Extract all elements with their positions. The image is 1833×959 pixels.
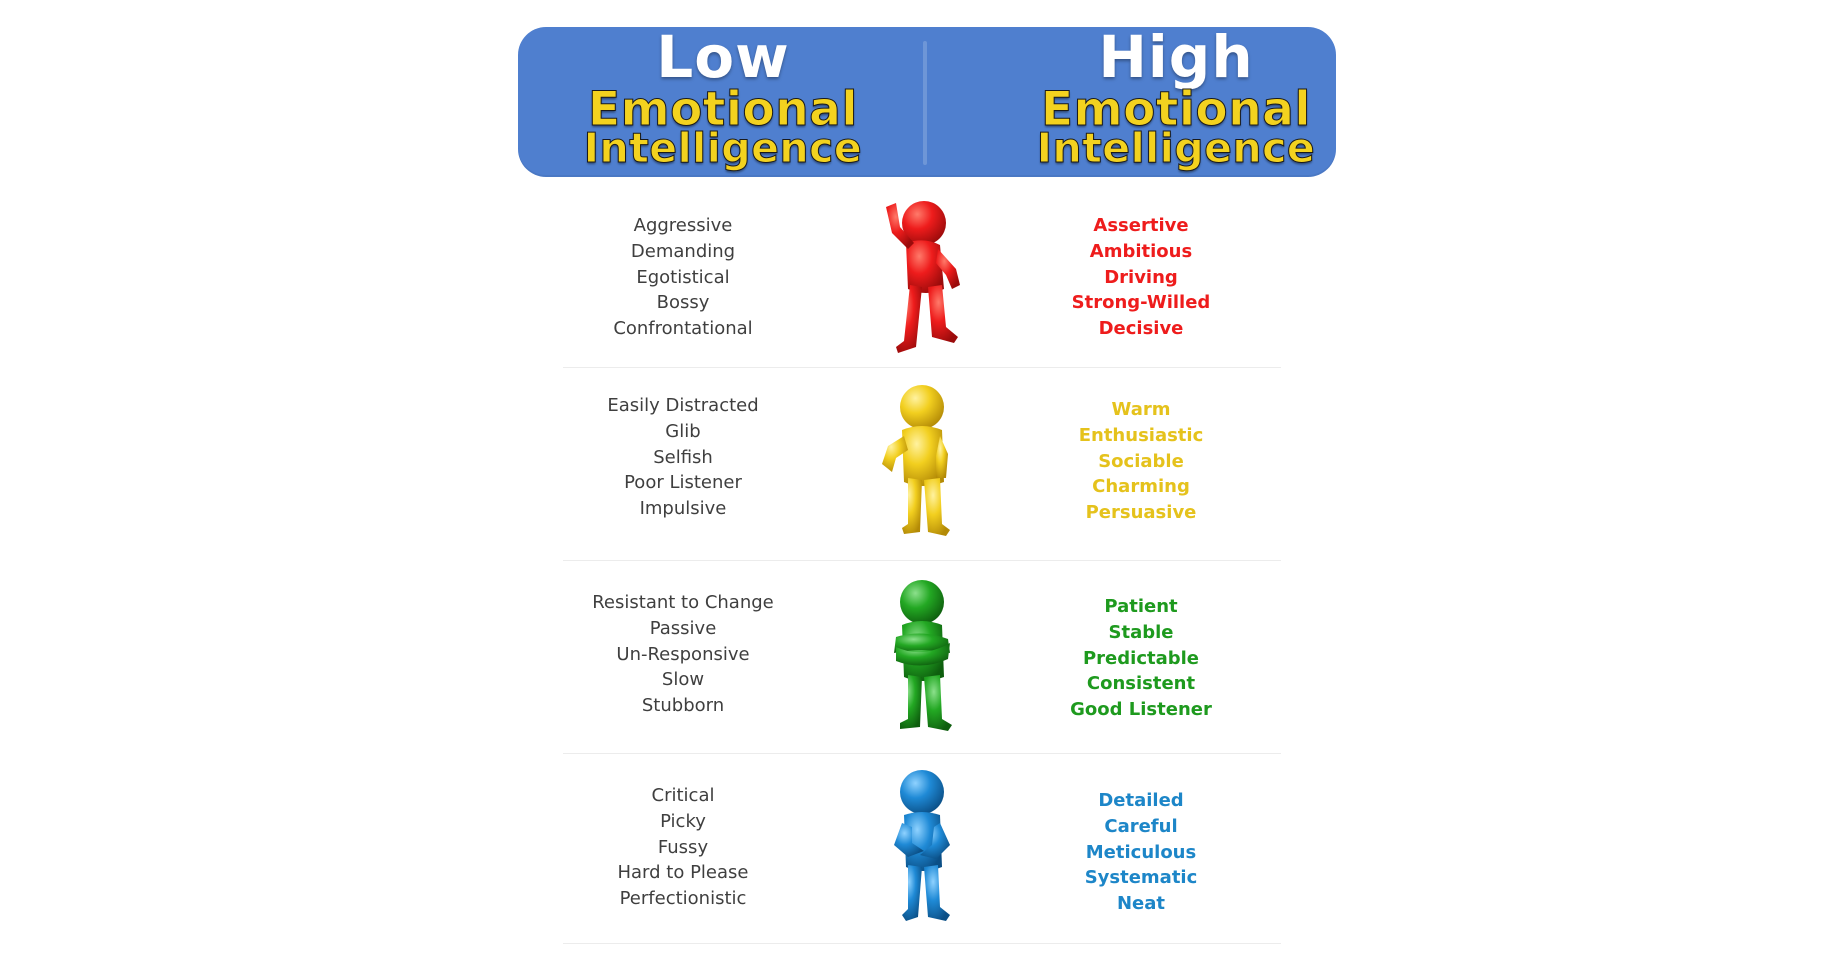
high-trait: Sociable (1098, 450, 1184, 472)
low-trait: Confrontational (613, 318, 753, 340)
high-trait: Assertive (1093, 215, 1189, 236)
low-trait: Demanding (630, 240, 736, 262)
trait-row-blue: Critical Picky Fussy Hard to Please Perf… (563, 754, 1281, 944)
low-trait: Perfectionistic (619, 888, 747, 910)
high-traits-list: Warm Enthusiastic Sociable Charming Pers… (1021, 397, 1261, 526)
trait-row-green: Resistant to Change Passive Un-Responsiv… (563, 561, 1281, 754)
high-trait: Persuasive (1085, 502, 1197, 524)
high-trait: Detailed (1098, 790, 1184, 811)
high-trait: Driving (1104, 266, 1178, 288)
yellow-person-figure (866, 382, 976, 542)
header-divider (923, 41, 927, 165)
low-ei-heading: Low Emotional Intelligence (553, 27, 893, 177)
low-traits-list: Aggressive Demanding Egotistical Bossy C… (563, 213, 803, 342)
high-traits-list: Detailed Careful Meticulous Systematic N… (1021, 788, 1261, 917)
high-trait: Neat (1116, 893, 1166, 915)
high-trait: Decisive (1098, 318, 1184, 340)
high-heading-line1: Emotional (1040, 82, 1312, 137)
low-trait: Impulsive (639, 498, 727, 520)
blue-person-figure (866, 767, 976, 927)
trait-row-yellow: Easily Distracted Glib Selfish Poor List… (563, 368, 1281, 561)
high-trait: Predictable (1082, 647, 1199, 669)
low-traits-list: Resistant to Change Passive Un-Responsiv… (563, 590, 803, 719)
high-trait: Careful (1104, 815, 1178, 837)
high-traits-list: Patient Stable Predictable Consistent Go… (1021, 594, 1261, 723)
row-divider (563, 943, 1281, 944)
low-trait: Aggressive (633, 215, 733, 236)
high-traits-list: Assertive Ambitious Driving Strong-Wille… (1021, 213, 1261, 342)
trait-row-red: Aggressive Demanding Egotistical Bossy C… (563, 195, 1281, 368)
red-person-figure (866, 197, 976, 357)
high-ei-heading: High Emotional Intelligence (1006, 27, 1346, 177)
low-trait: Easily Distracted (607, 395, 759, 416)
high-trait: Charming (1092, 476, 1190, 498)
low-traits-list: Critical Picky Fussy Hard to Please Perf… (563, 783, 803, 912)
row-divider (563, 753, 1281, 754)
low-trait: Bossy (656, 292, 710, 314)
low-traits-list: Easily Distracted Glib Selfish Poor List… (563, 393, 803, 522)
low-trait: Fussy (657, 836, 709, 858)
high-trait: Systematic (1084, 867, 1198, 889)
high-trait: Patient (1104, 596, 1178, 617)
row-divider (563, 560, 1281, 561)
header-banner: Low Emotional Intelligence High Emotiona… (518, 27, 1336, 177)
low-trait: Poor Listener (624, 472, 742, 494)
high-trait: Meticulous (1085, 841, 1197, 863)
high-heading-main: High (1098, 23, 1254, 91)
high-trait: Ambitious (1089, 240, 1193, 262)
high-trait: Good Listener (1070, 699, 1212, 721)
high-heading-line2: Intelligence (1036, 124, 1316, 172)
low-trait: Un-Responsive (616, 643, 750, 665)
low-trait: Selfish (653, 446, 713, 468)
low-trait: Picky (660, 810, 706, 832)
low-heading-line1: Emotional (587, 82, 859, 137)
low-heading-line2: Intelligence (583, 124, 863, 172)
low-trait: Critical (651, 785, 715, 806)
green-person-figure (866, 577, 976, 737)
high-trait: Enthusiastic (1078, 424, 1204, 446)
low-trait: Slow (661, 669, 705, 691)
low-trait: Glib (665, 420, 701, 442)
row-divider (563, 367, 1281, 368)
high-trait: Stable (1108, 621, 1174, 643)
low-trait: Passive (649, 617, 717, 639)
low-heading-main: Low (656, 23, 790, 91)
low-trait: Egotistical (636, 266, 730, 288)
low-trait: Resistant to Change (592, 592, 774, 613)
low-trait: Stubborn (641, 695, 725, 717)
high-trait: Consistent (1086, 673, 1196, 695)
low-trait: Hard to Please (617, 862, 749, 884)
high-trait: Strong-Willed (1071, 292, 1211, 314)
high-trait: Warm (1111, 399, 1171, 420)
